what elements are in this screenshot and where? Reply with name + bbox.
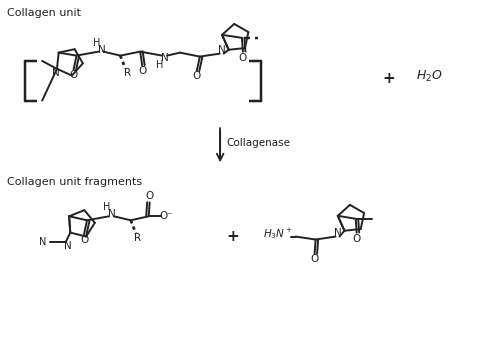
Text: N: N xyxy=(108,209,116,219)
Text: Collagenase: Collagenase xyxy=(226,138,290,148)
Text: O: O xyxy=(352,234,361,244)
Text: O: O xyxy=(193,71,201,81)
Text: Collagen unit fragments: Collagen unit fragments xyxy=(7,177,142,187)
Text: O: O xyxy=(70,71,78,80)
Text: Collagen unit: Collagen unit xyxy=(7,8,81,18)
Text: R: R xyxy=(134,233,141,243)
Text: N: N xyxy=(334,228,341,238)
Text: O: O xyxy=(239,53,247,63)
Text: H: H xyxy=(156,59,164,69)
Text: O⁻: O⁻ xyxy=(160,211,174,221)
Text: N: N xyxy=(39,237,47,247)
Text: $H_2O$: $H_2O$ xyxy=(416,69,442,84)
Text: O: O xyxy=(311,255,319,264)
Text: N: N xyxy=(98,45,106,55)
Text: +: + xyxy=(227,229,240,244)
Text: O: O xyxy=(80,235,88,245)
Text: N: N xyxy=(64,242,72,252)
Text: R: R xyxy=(124,68,131,78)
Text: N: N xyxy=(161,53,169,63)
Text: O: O xyxy=(145,192,154,202)
Text: +: + xyxy=(383,71,395,86)
Text: H: H xyxy=(103,202,110,212)
Text: $H_3N^+$: $H_3N^+$ xyxy=(263,226,293,241)
Text: N: N xyxy=(52,68,60,78)
Text: O: O xyxy=(138,67,146,76)
Text: H: H xyxy=(93,38,100,48)
Text: N: N xyxy=(218,45,226,55)
